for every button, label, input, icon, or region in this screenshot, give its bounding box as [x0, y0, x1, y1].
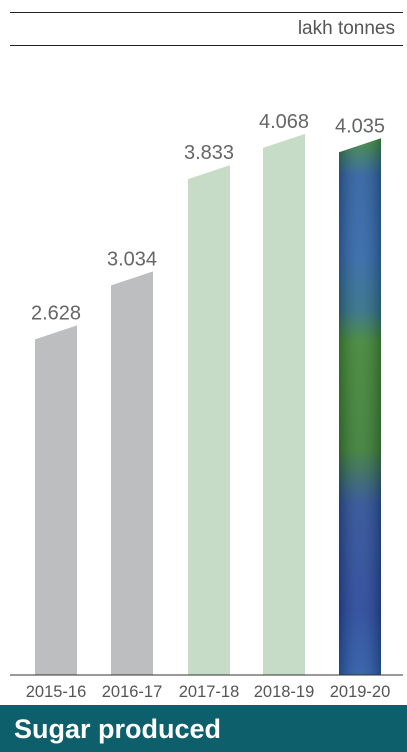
bar-2018-19: [263, 133, 305, 675]
value-label: 4.035: [335, 115, 385, 137]
bar-chart: 2.628 3.034 3.833 4.068 4.035 2015-16 2016-17…: [10, 111, 403, 701]
x-tick-label: 2016-17: [102, 683, 163, 701]
bars-group: [35, 133, 381, 675]
x-tick-label: 2018-19: [254, 683, 315, 701]
caption-bar: Sugar produced: [0, 705, 407, 752]
bar-2015-16: [35, 325, 77, 675]
value-label: 3.833: [184, 142, 234, 164]
bar-texture-overlay: [339, 138, 381, 675]
bar-2017-18: [188, 165, 230, 675]
x-tick-label: 2017-18: [179, 683, 240, 701]
unit-label: lakh tonnes: [297, 18, 395, 39]
x-tick-label: 2015-16: [26, 683, 87, 701]
value-label: 3.034: [107, 248, 157, 270]
value-label: 4.068: [259, 111, 309, 133]
bar-2016-17: [111, 271, 153, 675]
chart-caption: Sugar produced: [14, 714, 222, 744]
value-label: 2.628: [31, 302, 81, 324]
tick-labels-group: 2015-16 2016-17 2017-18 2018-19 2019-20: [26, 683, 391, 701]
x-tick-label: 2019-20: [330, 683, 391, 701]
value-labels-group: 2.628 3.034 3.833 4.068 4.035: [31, 111, 385, 325]
unit-rule: [10, 45, 403, 46]
top-rule: [10, 12, 403, 13]
